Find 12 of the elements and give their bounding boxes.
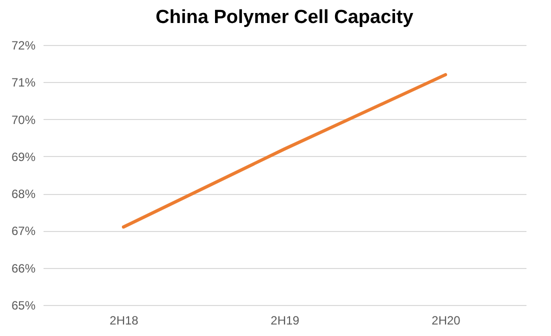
x-tick-label: 2H18	[110, 314, 139, 328]
y-tick-label: 68%	[11, 187, 36, 202]
x-tick-label: 2H19	[270, 314, 300, 328]
y-tick-label: 65%	[11, 298, 36, 312]
y-tick-label: 70%	[11, 112, 36, 127]
y-tick-label: 71%	[11, 76, 36, 90]
x-tick-label: 2H20	[432, 314, 461, 328]
y-tick-label: 69%	[11, 150, 36, 164]
y-tick-label: 67%	[11, 224, 36, 238]
y-tick-label: 72%	[11, 38, 36, 52]
y-tick-label: 66%	[11, 261, 36, 276]
chart-title: China Polymer Cell Capacity	[156, 7, 414, 28]
